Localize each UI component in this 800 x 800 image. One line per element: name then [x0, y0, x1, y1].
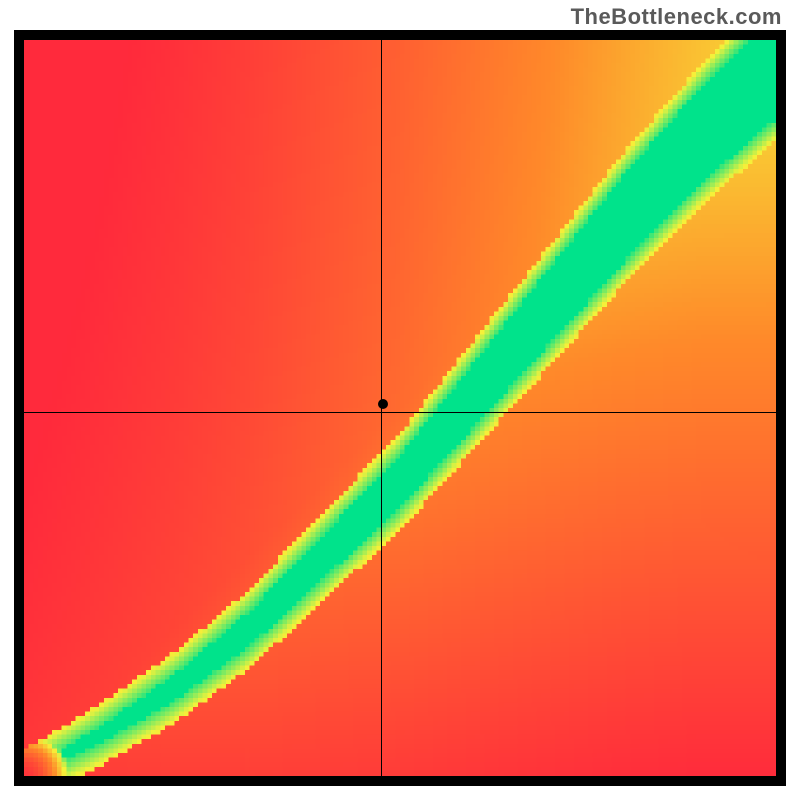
chart-frame [14, 30, 786, 786]
heatmap-canvas [24, 40, 776, 776]
heatmap-plot [24, 40, 776, 776]
crosshair-horizontal [24, 412, 776, 413]
watermark-text: TheBottleneck.com [571, 4, 782, 30]
